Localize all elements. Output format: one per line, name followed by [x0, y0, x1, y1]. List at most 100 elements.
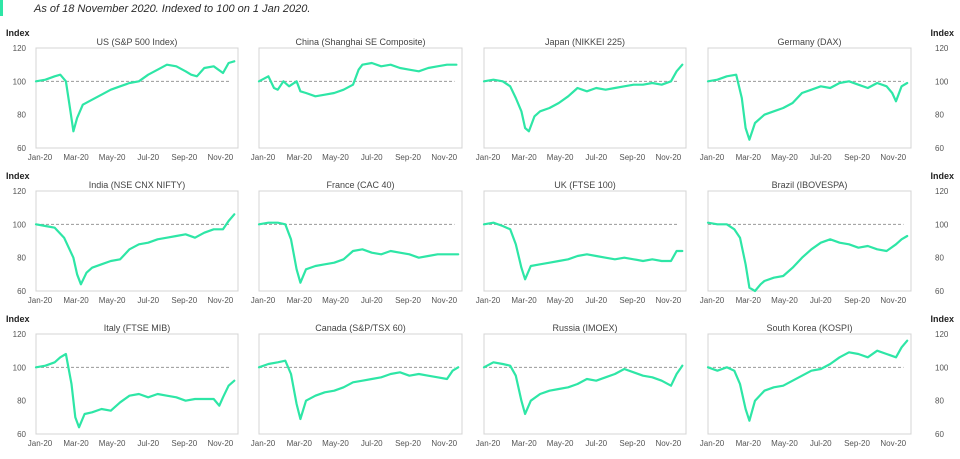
x-tick-label: Sep-20 — [619, 296, 645, 305]
x-tick-label: Jul-20 — [585, 439, 607, 448]
x-tick-label: Jan-20 — [251, 153, 276, 162]
series-line — [257, 61, 458, 98]
x-tick-label: Jan-20 — [700, 153, 725, 162]
series-line — [257, 221, 460, 284]
x-tick-label: Jul-20 — [810, 153, 832, 162]
series-line — [34, 60, 236, 133]
x-tick-label: Jan-20 — [28, 153, 53, 162]
x-tick-label: Sep-20 — [619, 439, 645, 448]
y-tick-label-left: 100 — [13, 363, 27, 372]
x-tick-label: Sep-20 — [844, 296, 870, 305]
chart-panel-12: South Korea (KOSPI) Jan-20 Mar-20 May-20 Jul… — [700, 323, 912, 448]
y-tick-label-left: 100 — [13, 77, 27, 86]
x-tick-label: Jul-20 — [585, 296, 607, 305]
chart-title: Brazil (IBOVESPA) — [772, 180, 848, 190]
x-tick-label: Nov-20 — [207, 153, 233, 162]
page-subtitle: As of 18 November 2020. Indexed to 100 o… — [34, 3, 311, 15]
chart-panel-1: US (S&P 500 Index) Jan-20 Mar-20 May-20 Jul-… — [28, 37, 239, 162]
x-tick-label: Sep-20 — [844, 439, 870, 448]
chart-frame — [483, 333, 687, 435]
x-tick-label: Jan-20 — [28, 296, 53, 305]
x-tick-label: Nov-20 — [431, 296, 457, 305]
chart-panel-10: Canada (S&P/TSX 60) Jan-20 Mar-20 May-20 Jul… — [251, 323, 463, 448]
series-line — [482, 361, 684, 416]
x-tick-label: May-20 — [771, 296, 798, 305]
y-tick-label-left: 120 — [13, 330, 27, 339]
x-tick-label: Mar-20 — [287, 439, 313, 448]
chart-frame — [707, 190, 912, 292]
x-tick-label: Sep-20 — [619, 153, 645, 162]
chart-frame — [483, 190, 687, 292]
x-tick-label: Sep-20 — [395, 153, 421, 162]
chart-title: US (S&P 500 Index) — [97, 37, 178, 47]
x-tick-label: Mar-20 — [736, 296, 762, 305]
chart-panel-8: Brazil (IBOVESPA) Jan-20 Mar-20 May-20 Jul-2… — [700, 180, 912, 305]
chart-title: UK (FTSE 100) — [554, 180, 616, 190]
x-tick-label: Sep-20 — [171, 153, 197, 162]
y-axis-label-right-row-2: Index — [930, 171, 954, 181]
accent-bar — [0, 0, 3, 16]
x-tick-label: Jul-20 — [361, 153, 383, 162]
y-tick-label-left: 100 — [13, 220, 27, 229]
x-tick-label: Nov-20 — [207, 296, 233, 305]
x-tick-label: May-20 — [99, 439, 126, 448]
x-tick-label: May-20 — [771, 439, 798, 448]
chart-frame — [707, 333, 912, 435]
x-tick-label: May-20 — [547, 439, 574, 448]
y-tick-label-left: 60 — [17, 144, 26, 153]
chart-title: India (NSE CNX NIFTY) — [89, 180, 186, 190]
chart-title: Japan (NIKKEI 225) — [545, 37, 625, 47]
chart-title: Canada (S&P/TSX 60) — [315, 323, 406, 333]
y-tick-label-left: 60 — [17, 287, 26, 296]
x-tick-label: Mar-20 — [287, 153, 313, 162]
x-tick-label: Jan-20 — [28, 439, 53, 448]
x-tick-label: Nov-20 — [207, 439, 233, 448]
x-tick-label: Jul-20 — [361, 439, 383, 448]
x-tick-label: Nov-20 — [431, 439, 457, 448]
y-tick-label-right: 80 — [935, 111, 944, 120]
x-tick-label: Mar-20 — [63, 439, 89, 448]
chart-panel-2: China (Shanghai SE Composite) Jan-20 Mar-2… — [251, 37, 463, 162]
x-tick-label: Nov-20 — [431, 153, 457, 162]
x-tick-label: Sep-20 — [395, 296, 421, 305]
y-tick-label-right: 120 — [935, 187, 949, 196]
series-line — [706, 73, 909, 141]
y-tick-label-left: 80 — [17, 111, 26, 120]
x-tick-label: Nov-20 — [880, 153, 906, 162]
x-tick-label: Jul-20 — [361, 296, 383, 305]
chart-title: Russia (IMOEX) — [552, 323, 617, 333]
y-tick-label-right: 100 — [935, 220, 949, 229]
x-tick-label: Sep-20 — [395, 439, 421, 448]
chart-frame — [35, 47, 239, 149]
chart-panel-5: India (NSE CNX NIFTY) Jan-20 Mar-20 May-20 J… — [28, 180, 239, 305]
chart-title: Italy (FTSE MIB) — [104, 323, 171, 333]
chart-panel-4: Germany (DAX) Jan-20 Mar-20 May-20 Jul-20 Sep… — [700, 37, 912, 162]
chart-frame — [258, 333, 463, 435]
y-tick-label-right: 100 — [935, 363, 949, 372]
x-tick-label: Mar-20 — [736, 439, 762, 448]
y-axis-label-right-row-1: Index — [930, 28, 954, 38]
x-tick-label: Jan-20 — [476, 153, 501, 162]
x-tick-label: Sep-20 — [171, 439, 197, 448]
y-tick-label-right: 80 — [935, 397, 944, 406]
chart-frame — [35, 333, 239, 435]
y-axis-label-left-row-3: Index — [6, 314, 30, 324]
series-line — [34, 213, 236, 286]
x-tick-label: Mar-20 — [287, 296, 313, 305]
chart-title: France (CAC 40) — [326, 180, 394, 190]
x-tick-label: May-20 — [99, 153, 126, 162]
series-line — [34, 352, 236, 429]
y-tick-label-right: 80 — [935, 254, 944, 263]
y-tick-label-right: 60 — [935, 144, 944, 153]
chart-panel-6: France (CAC 40) Jan-20 Mar-20 May-20 Jul-20 S… — [251, 180, 463, 305]
x-tick-label: Jan-20 — [251, 439, 276, 448]
x-tick-label: Nov-20 — [655, 296, 681, 305]
series-line — [482, 63, 684, 133]
x-tick-label: May-20 — [322, 296, 349, 305]
x-tick-label: Jul-20 — [810, 296, 832, 305]
x-tick-label: Sep-20 — [844, 153, 870, 162]
x-tick-label: May-20 — [771, 153, 798, 162]
series-line — [257, 359, 460, 421]
chart-frame — [707, 47, 912, 149]
x-tick-label: Mar-20 — [63, 296, 89, 305]
